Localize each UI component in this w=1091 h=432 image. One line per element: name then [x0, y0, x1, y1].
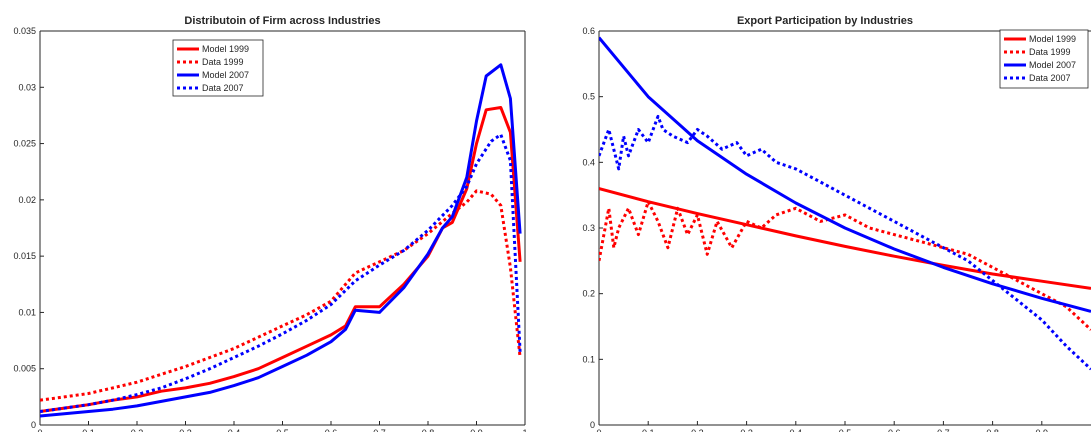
x-tick-label: 0.4 [228, 428, 241, 432]
x-tick-label: 0.6 [325, 428, 338, 432]
chart-firm-distribution: Distributoin of Firm across Industries 0… [13, 15, 527, 432]
series-line-data-1999 [40, 189, 522, 402]
x-tick-label: 0.3 [740, 428, 753, 432]
x-tick-label: 1 [522, 428, 527, 432]
series-line-model-2007 [40, 63, 522, 418]
x-tick-label: 0.1 [82, 428, 95, 432]
legend-label: Data 1999 [202, 57, 244, 67]
y-tick-label: 0.5 [582, 92, 595, 102]
legend-label: Model 2007 [202, 70, 249, 80]
x-tick-label: 0.6 [888, 428, 901, 432]
x-tick-label: 0.2 [691, 428, 704, 432]
series-line-model-1999 [599, 187, 1091, 290]
y-tick-label: 0.01 [18, 307, 36, 317]
y-tick-label: 0.3 [582, 223, 595, 233]
x-tick-label: 0.8 [986, 428, 999, 432]
y-tick-label: 0.015 [13, 251, 36, 261]
x-tick-label: 0.7 [937, 428, 950, 432]
legend: Model 1999 Data 1999 Model 2007 Data 2007 [172, 39, 264, 97]
legend-label: Model 1999 [1029, 34, 1076, 44]
legend-label: Data 2007 [1029, 73, 1071, 83]
chart-export-participation: Export Participation by Industries 0 0.1 0… [582, 15, 1091, 432]
legend-label: Model 1999 [202, 44, 249, 54]
y-tick-label: 0.2 [582, 289, 595, 299]
y-tick-label: 0.4 [582, 157, 595, 167]
y-tick-label: 0 [31, 420, 36, 430]
x-tick-label: 0.2 [131, 428, 144, 432]
x-tick-label: 0.9 [1036, 428, 1049, 432]
chart-title: Distributoin of Firm across Industries [184, 15, 380, 27]
y-tick-label: 0.005 [13, 364, 36, 374]
x-tick-label: 0 [596, 428, 601, 432]
series-line-model-2007 [599, 36, 1091, 313]
y-tick-label: 0.6 [582, 26, 595, 36]
series-line-model-1999 [40, 106, 522, 413]
legend: Model 1999 Data 1999 Model 2007 Data 2007 [999, 29, 1089, 89]
y-tick-label: 0.035 [13, 26, 36, 36]
x-tick-label: 0.8 [422, 428, 435, 432]
chart-title: Export Participation by Industries [737, 15, 913, 27]
legend-label: Data 1999 [1029, 47, 1071, 57]
legend-label: Data 2007 [202, 83, 244, 93]
legend-label: Model 2007 [1029, 60, 1076, 70]
x-tick-label: 0.1 [642, 428, 655, 432]
x-tick-label: 0.5 [839, 428, 852, 432]
y-tick-label: 0.03 [18, 82, 36, 92]
y-tick-label: 0.025 [13, 139, 36, 149]
series-line-data-2007 [599, 114, 1091, 371]
y-tick-label: 0.1 [582, 354, 595, 364]
x-tick-label: 0.3 [179, 428, 192, 432]
series-line-data-2007 [40, 133, 522, 413]
x-tick-label: 0.4 [790, 428, 803, 432]
x-tick-label: 0.9 [470, 428, 483, 432]
series-line-data-1999 [599, 200, 1091, 331]
y-tick-label: 0 [590, 420, 595, 430]
x-tick-label: 0 [37, 428, 42, 432]
x-tick-label: 0.5 [276, 428, 289, 432]
x-tick-label: 0.7 [373, 428, 386, 432]
y-tick-label: 0.02 [18, 195, 36, 205]
